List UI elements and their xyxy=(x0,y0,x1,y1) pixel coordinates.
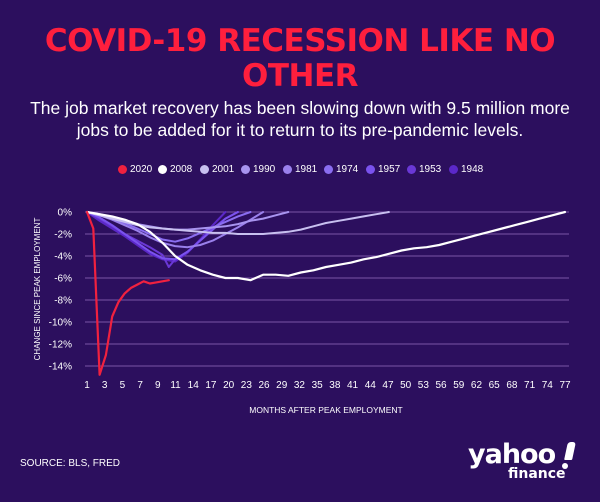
x-tick-label: 65 xyxy=(489,380,501,391)
x-tick-label: 11 xyxy=(170,380,181,391)
legend-dot-icon xyxy=(241,165,250,174)
x-tick-label: 3 xyxy=(102,380,108,391)
chart-subtitle: The job market recovery has been slowing… xyxy=(30,98,570,140)
x-tick-label: 29 xyxy=(276,380,288,391)
x-tick-label: 35 xyxy=(312,380,324,391)
legend-label: 1990 xyxy=(253,164,276,175)
y-tick-label: 0% xyxy=(58,208,73,219)
legend-dot-icon xyxy=(407,165,416,174)
legend-label: 1953 xyxy=(419,164,442,175)
legend-dot-icon xyxy=(324,165,333,174)
x-tick-label: 71 xyxy=(524,380,536,391)
source-note: SOURCE: BLS, FRED xyxy=(20,458,121,469)
legend-dot-icon xyxy=(366,165,375,174)
line-chart: 0%-2%-4%-6%-8%-10%-12%-14%1 3 5 7 9 11 14 17 20 2… xyxy=(33,208,571,416)
y-tick-label: -4% xyxy=(54,252,72,263)
chart-title-line-2: OTHER xyxy=(242,58,359,94)
y-tick-label: -12% xyxy=(49,340,72,351)
legend-label: 2001 xyxy=(212,164,235,175)
chart-title-line-1: COVID-19 RECESSION LIKE NO xyxy=(44,23,556,59)
x-tick-label: 56 xyxy=(436,380,448,391)
x-tick-label: 32 xyxy=(294,380,306,391)
logo-wordmark: yahoo xyxy=(468,439,556,470)
x-tick-label: 14 xyxy=(188,380,200,391)
x-tick-label: 68 xyxy=(506,380,518,391)
legend-dot-icon xyxy=(158,165,167,174)
legend-label: 1981 xyxy=(295,164,318,175)
x-tick-label: 20 xyxy=(223,380,235,391)
x-tick-label: 17 xyxy=(205,380,217,391)
y-tick-label: -2% xyxy=(54,230,72,241)
legend-dot-icon xyxy=(283,165,292,174)
yahoo-finance-logo: yahoo finance xyxy=(468,440,580,486)
legend-dot-icon xyxy=(118,165,127,174)
y-tick-label: -14% xyxy=(49,362,72,373)
legend: 2020 2008 2001 1990 1981 1974 1957 1953 1948 xyxy=(0,163,600,177)
legend-label: 2008 xyxy=(170,164,193,175)
legend-label: 2020 xyxy=(130,164,153,175)
legend-dot-icon xyxy=(449,165,458,174)
x-tick-label: 26 xyxy=(258,380,270,391)
y-axis-title: CHANGE SINCE PEAK EMPLOYMENT xyxy=(33,218,42,361)
y-tick-label: -8% xyxy=(54,296,72,307)
x-axis-title: MONTHS AFTER PEAK EMPLOYMENT xyxy=(249,405,403,415)
x-tick-label: 59 xyxy=(453,380,465,391)
x-tick-label: 53 xyxy=(418,380,430,391)
series-line-1957 xyxy=(86,211,239,261)
x-tick-label: 41 xyxy=(347,380,359,391)
series-line-1981 xyxy=(86,211,265,249)
chart-title: COVID-19 RECESSION LIKE NO OTHER xyxy=(0,24,600,94)
legend-label: 1948 xyxy=(461,164,484,175)
x-tick-label: 62 xyxy=(471,380,483,391)
x-tick-label: 38 xyxy=(329,380,341,391)
x-tick-label: 77 xyxy=(559,380,571,391)
legend-label: 1957 xyxy=(378,164,401,175)
x-tick-label: 5 xyxy=(120,380,126,391)
x-tick-label: 9 xyxy=(155,380,161,391)
x-tick-label: 50 xyxy=(400,380,412,391)
y-tick-label: -6% xyxy=(54,274,72,285)
series-line-2020 xyxy=(85,210,170,376)
logo-exclamation-dot-icon xyxy=(562,463,568,469)
x-tick-label: 44 xyxy=(365,380,377,391)
series-line-1948 xyxy=(86,211,227,263)
x-tick-label: 23 xyxy=(241,380,253,391)
logo-exclamation-icon xyxy=(564,442,576,460)
x-tick-label: 47 xyxy=(382,380,394,391)
logo-subtitle: finance xyxy=(508,466,566,482)
x-tick-label: 7 xyxy=(137,380,143,391)
legend-dot-icon xyxy=(200,165,209,174)
series-line-2008 xyxy=(85,210,567,282)
x-tick-label: 74 xyxy=(542,380,554,391)
x-tick-label: 1 xyxy=(84,380,90,391)
legend-label: 1974 xyxy=(336,164,359,175)
y-tick-label: -10% xyxy=(49,318,72,329)
